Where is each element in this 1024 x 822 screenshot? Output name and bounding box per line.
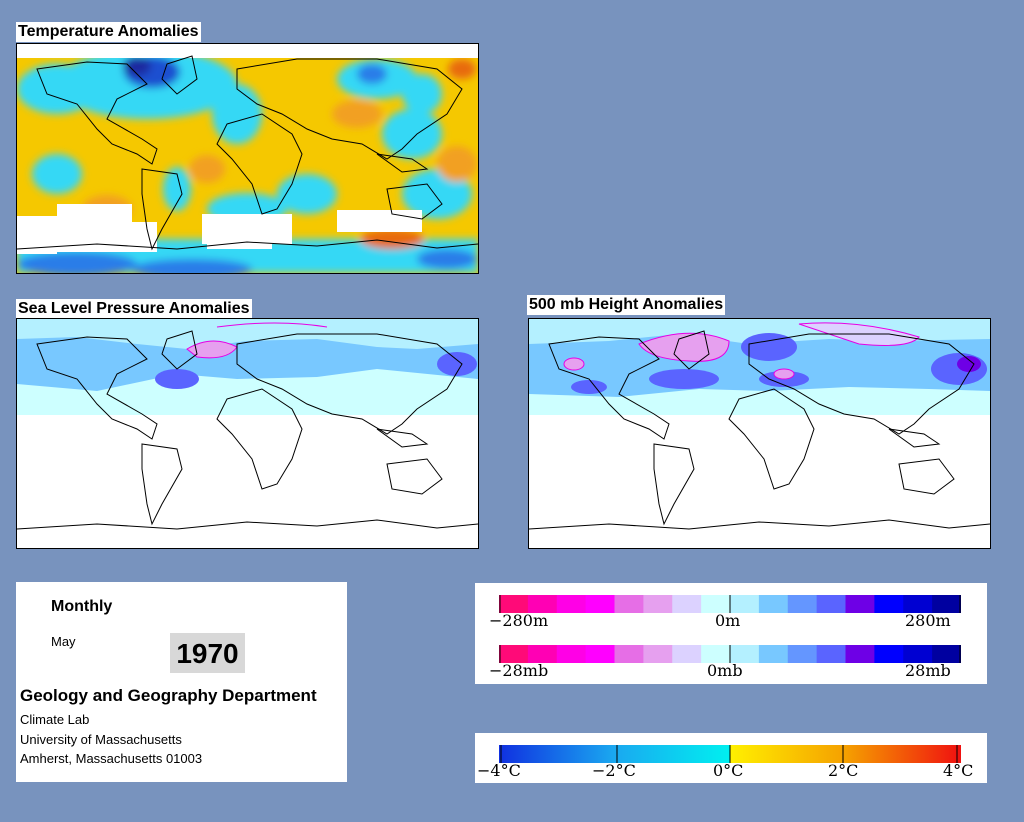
- department-label: Geology and Geography Department: [20, 686, 317, 705]
- height-min-label: −280m: [489, 611, 549, 630]
- height-max-label: 280m: [905, 611, 951, 630]
- university-label: University of Massachusetts: [20, 732, 182, 747]
- temp-label-4: 4°C: [943, 761, 974, 780]
- pressure-min-label: −28mb: [489, 661, 549, 680]
- pressure-swatch-3: [585, 645, 616, 663]
- temp-label-2: 2°C: [828, 761, 859, 780]
- pressure-swatch-8: [730, 645, 760, 663]
- height-swatch-3: [585, 595, 616, 613]
- temperature-anomaly-map: [16, 43, 479, 274]
- pressure-swatch-14: [903, 645, 933, 663]
- pressure-swatch-1: [527, 645, 558, 663]
- height-swatch-1: [527, 595, 558, 613]
- height500-anomaly-map: [528, 318, 991, 549]
- height-swatch-6: [672, 595, 702, 613]
- height-swatch-0: [499, 595, 529, 613]
- height-swatch-10: [787, 595, 818, 613]
- pressure-colorbar: [499, 645, 961, 663]
- height-swatch-13: [874, 595, 904, 613]
- pressure-swatch-6: [672, 645, 702, 663]
- height-swatch-2: [556, 595, 587, 613]
- height-swatch-12: [845, 595, 875, 613]
- pressure-swatch-12: [845, 645, 875, 663]
- lab-label: Climate Lab: [20, 712, 90, 727]
- height-swatch-15: [932, 595, 961, 613]
- height-swatch-8: [730, 595, 760, 613]
- height-swatch-4: [614, 595, 644, 613]
- pressure-swatch-5: [643, 645, 673, 663]
- month-label: May: [51, 634, 76, 649]
- height-swatch-9: [758, 595, 789, 613]
- info-box: Monthly May 1970 Geology and Geography D…: [16, 582, 347, 782]
- pressure-swatch-4: [614, 645, 644, 663]
- temp-label-neg2: −2°C: [592, 761, 636, 780]
- height-colorbar: [499, 595, 961, 613]
- temp-label-neg4: −4°C: [477, 761, 521, 780]
- height-zero-label: 0m: [715, 611, 741, 630]
- pressure-zero-label: 0mb: [707, 661, 743, 680]
- temperature-colorbar: [499, 745, 961, 763]
- temperature-legend: −4°C −2°C 0°C 2°C 4°C: [475, 733, 987, 783]
- period-label: Monthly: [51, 598, 113, 615]
- height-pressure-legend: −280m 0m 280m −28mb 0mb 28mb: [475, 583, 987, 684]
- address-label: Amherst, Massachusetts 01003: [20, 751, 203, 766]
- pressure-swatch-7: [701, 645, 731, 663]
- height-swatch-11: [816, 595, 847, 613]
- height500-title: 500 mb Height Anomalies: [527, 295, 726, 315]
- year-label: 1970: [170, 633, 245, 673]
- slp-anomaly-map: [16, 318, 479, 549]
- slp-title: Sea Level Pressure Anomalies: [16, 299, 252, 319]
- temp-label-0: 0°C: [713, 761, 744, 780]
- height-swatch-7: [701, 595, 731, 613]
- pressure-swatch-0: [499, 645, 529, 663]
- height-swatch-14: [903, 595, 933, 613]
- pressure-swatch-10: [787, 645, 818, 663]
- temperature-title: Temperature Anomalies: [16, 22, 201, 42]
- pressure-swatch-2: [556, 645, 587, 663]
- pressure-swatch-11: [816, 645, 847, 663]
- pressure-swatch-9: [758, 645, 789, 663]
- pressure-swatch-15: [932, 645, 961, 663]
- pressure-swatch-13: [874, 645, 904, 663]
- pressure-max-label: 28mb: [905, 661, 951, 680]
- height-swatch-5: [643, 595, 673, 613]
